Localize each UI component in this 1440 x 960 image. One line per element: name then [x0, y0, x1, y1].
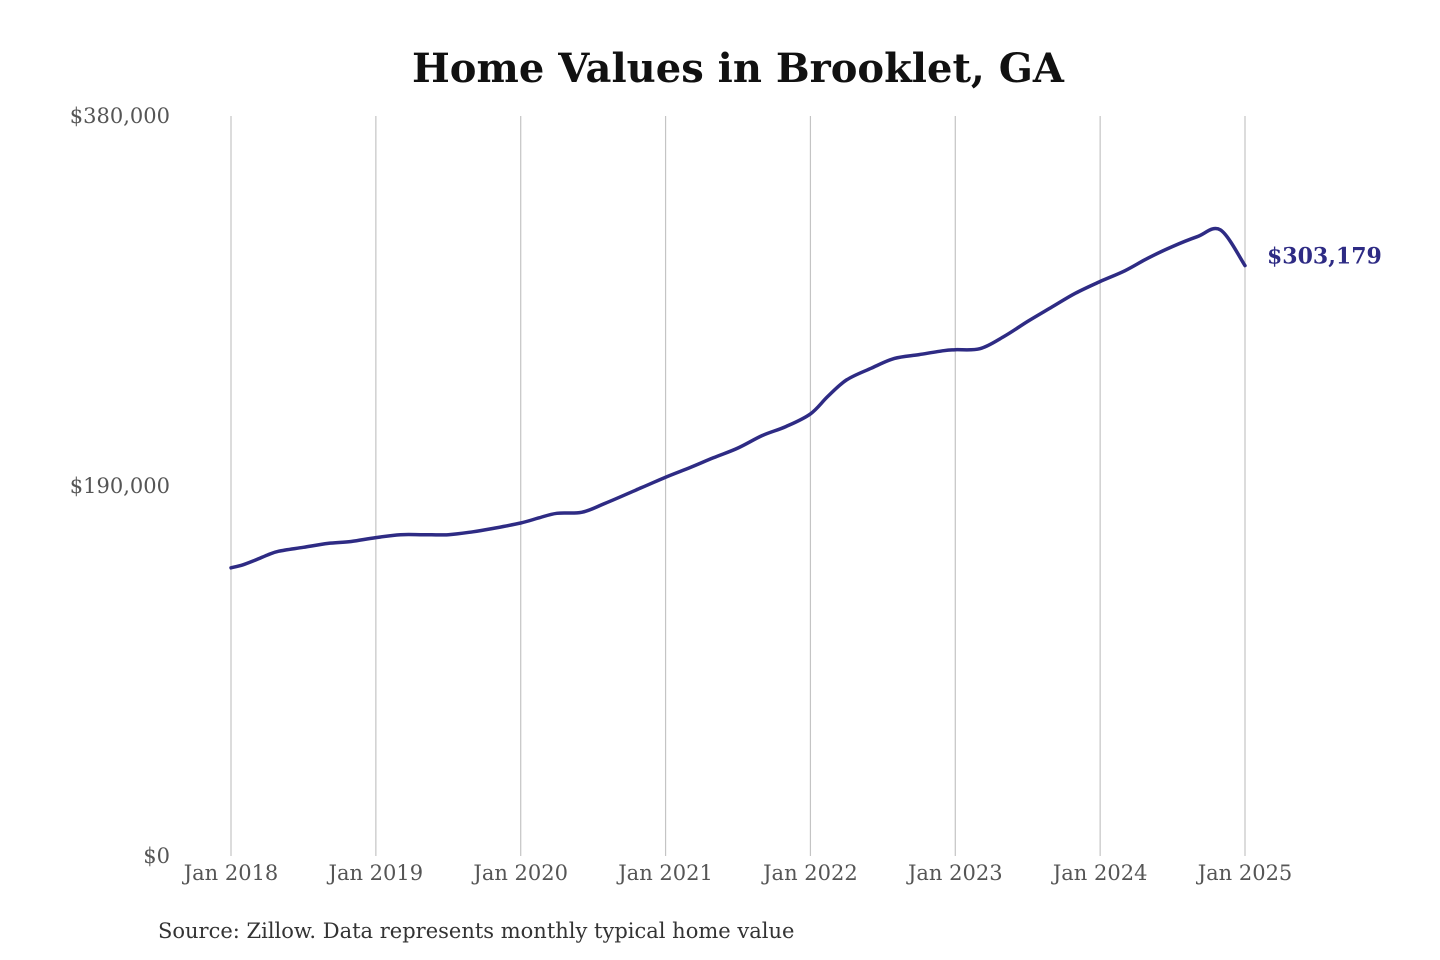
- x-tick-label: Jan 2021: [616, 861, 713, 885]
- y-axis-ticks: $0 $190,000 $380,000: [70, 104, 170, 868]
- vertical-grid: [230, 116, 1246, 856]
- x-axis-ticks: Jan 2018 Jan 2019 Jan 2020 Jan 2021 Jan 2022…: [182, 861, 1293, 885]
- y-tick-label: $0: [143, 844, 170, 868]
- y-tick-label: $190,000: [70, 474, 170, 498]
- x-tick-label: Jan 2025: [1196, 861, 1293, 885]
- x-tick-label: Jan 2022: [761, 861, 858, 885]
- x-tick-label: Jan 2023: [906, 861, 1003, 885]
- y-tick-label: $380,000: [70, 104, 170, 128]
- chart-title: Home Values in Brooklet, GA: [412, 45, 1065, 92]
- end-value-label: $303,179: [1267, 244, 1382, 270]
- x-tick-label: Jan 2024: [1051, 861, 1148, 885]
- x-tick-label: Jan 2018: [182, 861, 279, 885]
- source-note: Source: Zillow. Data represents monthly …: [158, 919, 794, 943]
- x-tick-label: Jan 2019: [327, 861, 424, 885]
- home-value-line: [229, 226, 1247, 570]
- x-tick-label: Jan 2020: [471, 861, 568, 885]
